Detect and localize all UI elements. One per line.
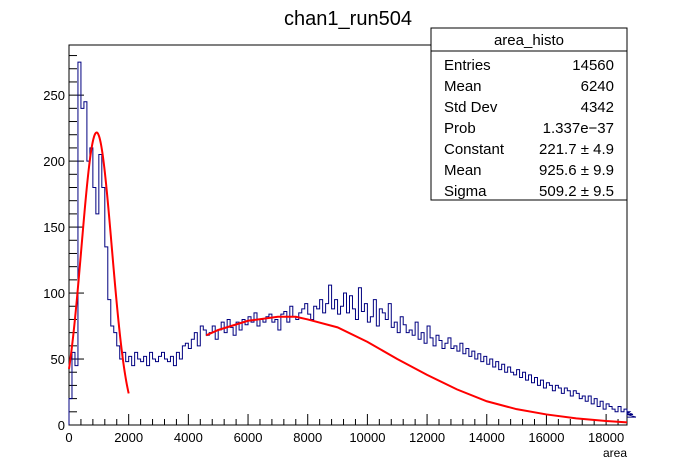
plot-area: 0 2000 4000 6000 8000 10000 12000 14000 16000 180… [43,44,637,445]
x-tick-label: 14000 [469,430,505,445]
stat-row-value: 221.7 ± 4.9 [539,141,614,158]
stat-row-label: Mean [444,162,482,179]
x-tick-label: 2000 [114,430,143,445]
chart-title: chan1_run504 [284,8,412,30]
stat-row-label: Constant [444,141,505,158]
stat-row-label: Entries [444,57,491,74]
fit-gaussian-series [68,131,130,394]
stats-box-title: area_histo [494,32,564,49]
x-tick-label: 4000 [174,430,203,445]
stat-row-value: 4342 [581,99,614,116]
stats-box-frame [430,27,628,201]
x-tick-label: 12000 [409,430,445,445]
stat-row-value: 509.2 ± 9.5 [539,183,614,200]
plot-frame [68,44,628,426]
y-tick-label: 200 [43,154,65,169]
x-tick-label: 10000 [349,430,385,445]
stats-box: area_histo Entries 14560 Mean 6240 Std Dev 43… [430,27,628,201]
stat-row-label: Std Dev [444,99,498,116]
y-tick-label: 150 [43,220,65,235]
stat-row-label: Prob [444,120,476,137]
x-tick-label: 6000 [234,430,263,445]
x-tick-label: 8000 [293,430,322,445]
stat-row-value: 14560 [572,57,614,74]
stats-rows: Entries 14560 Mean 6240 Std Dev 4342 Prob 1.337… [444,57,614,200]
y-tick-label: 0 [58,418,65,433]
stat-row-value: 6240 [581,78,614,95]
histogram-series [68,61,637,425]
y-tick-label: 100 [43,286,65,301]
fit-broad-series [205,315,628,424]
y-tick-label: 250 [43,88,65,103]
stat-row-value: 925.6 ± 9.9 [539,162,614,179]
stat-row-label: Sigma [444,183,487,200]
x-axis-label: area [603,446,627,460]
stat-row-label: Mean [444,78,482,95]
y-tick-label: 50 [51,352,65,367]
x-tick-label: 18000 [588,430,624,445]
stat-row-value: 1.337e−37 [543,120,614,137]
x-tick-label: 16000 [528,430,564,445]
x-tick-label: 0 [65,430,72,445]
